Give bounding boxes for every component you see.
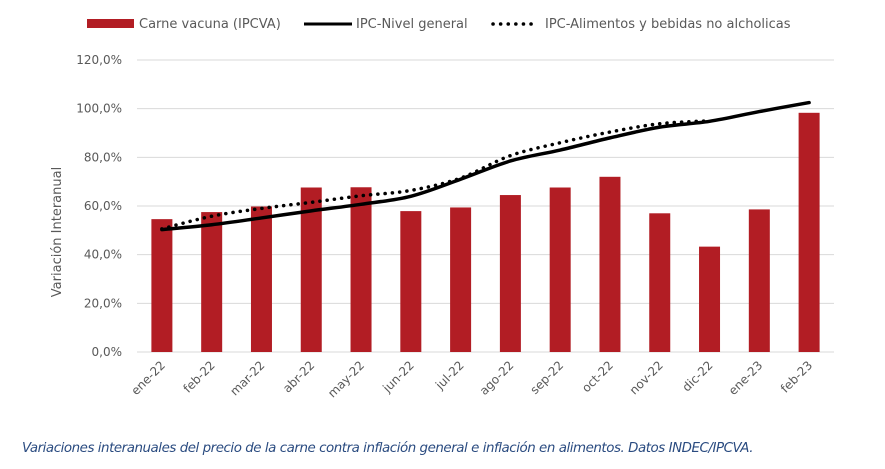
x-tick-label: mar-22	[227, 358, 267, 398]
series-line-ipc-alimentos	[160, 119, 712, 231]
x-axis-ticks: ene-22 feb-22 mar-22 abr-22 may-22 jun-22 jul-…	[128, 358, 815, 400]
bar	[250, 206, 272, 352]
bar	[350, 187, 372, 352]
x-tick-label: abr-22	[280, 358, 317, 395]
bars	[151, 112, 820, 352]
y-tick-label: 80,0%	[84, 150, 122, 164]
x-tick-label: feb-23	[778, 358, 815, 395]
lines	[160, 100, 811, 232]
bar	[300, 187, 322, 352]
bar	[798, 112, 820, 352]
bar	[599, 176, 621, 352]
y-tick-label: 60,0%	[84, 199, 122, 213]
x-tick-label: may-22	[325, 358, 367, 400]
y-tick-label: 120,0%	[76, 53, 122, 67]
y-tick-label: 20,0%	[84, 296, 122, 310]
y-tick-label: 100,0%	[76, 102, 122, 116]
x-tick-label: ene-22	[128, 358, 168, 398]
x-tick-label: feb-22	[180, 358, 217, 395]
x-tick-label: dic-22	[679, 358, 715, 394]
y-tick-label: 40,0%	[84, 248, 122, 262]
legend: Carne vacuna (IPCVA) IPC-Nivel general I…	[87, 17, 791, 32]
bar	[400, 211, 422, 352]
x-tick-label: jul-22	[432, 358, 467, 393]
legend-label-carne: Carne vacuna (IPCVA)	[139, 17, 281, 32]
x-tick-label: sep-22	[528, 358, 567, 397]
x-tick-label: jun-22	[379, 358, 417, 396]
legend-label-ipc-general: IPC-Nivel general	[356, 17, 468, 32]
bar	[499, 195, 521, 352]
bar	[748, 209, 770, 352]
chart-caption: Variaciones interanuales del precio de l…	[22, 441, 754, 456]
y-axis-label: Variación Interanual	[50, 167, 65, 297]
y-axis-ticks: 0,0% 20,0% 40,0% 60,0% 80,0% 100,0% 120,0%	[76, 53, 122, 359]
bar	[201, 212, 223, 352]
gridlines	[137, 59, 834, 353]
bar	[151, 219, 173, 352]
x-tick-label: oct-22	[579, 358, 616, 395]
bar	[649, 213, 671, 352]
x-tick-label: nov-22	[627, 358, 666, 397]
x-tick-label: ago-22	[477, 358, 517, 398]
series-line-ipc-general	[160, 100, 811, 232]
bar	[699, 246, 721, 352]
x-tick-label: ene-23	[726, 358, 766, 398]
bar	[549, 187, 571, 352]
legend-swatch-bar	[87, 19, 134, 28]
chart: Carne vacuna (IPCVA) IPC-Nivel general I…	[50, 17, 834, 400]
bar	[450, 207, 472, 352]
legend-label-ipc-alimentos: IPC-Alimentos y bebidas no alcholicas	[545, 17, 791, 32]
y-tick-label: 0,0%	[92, 345, 123, 359]
